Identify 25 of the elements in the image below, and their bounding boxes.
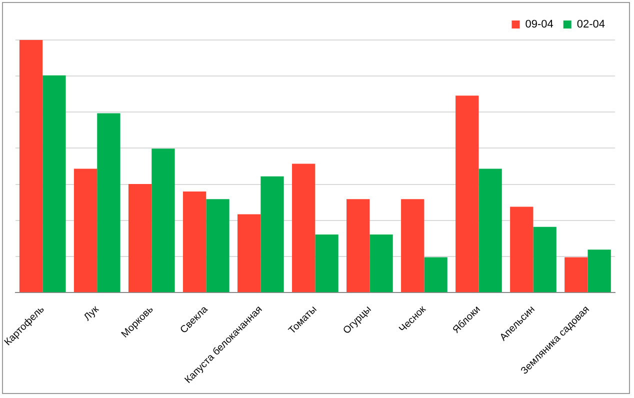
bar (478, 168, 502, 292)
legend-label: 09-04 (525, 18, 554, 31)
bar (456, 96, 479, 292)
bar (128, 184, 152, 292)
bar (237, 214, 261, 292)
bar (97, 113, 120, 292)
bar (564, 257, 588, 292)
bar (533, 226, 556, 292)
bar (588, 250, 611, 292)
bar (42, 75, 66, 292)
bar (206, 199, 230, 292)
bar (315, 234, 338, 292)
bar (74, 168, 98, 292)
legend-label: 02-04 (576, 18, 606, 31)
bar (370, 234, 393, 292)
bar (292, 164, 316, 292)
bar (260, 176, 284, 292)
bar (182, 192, 206, 292)
bar (19, 40, 43, 292)
x-tick-label: Лук (82, 304, 102, 324)
bar (346, 199, 370, 292)
bar (510, 206, 534, 292)
bar (401, 199, 424, 292)
bar (424, 257, 448, 292)
bar (152, 148, 175, 292)
